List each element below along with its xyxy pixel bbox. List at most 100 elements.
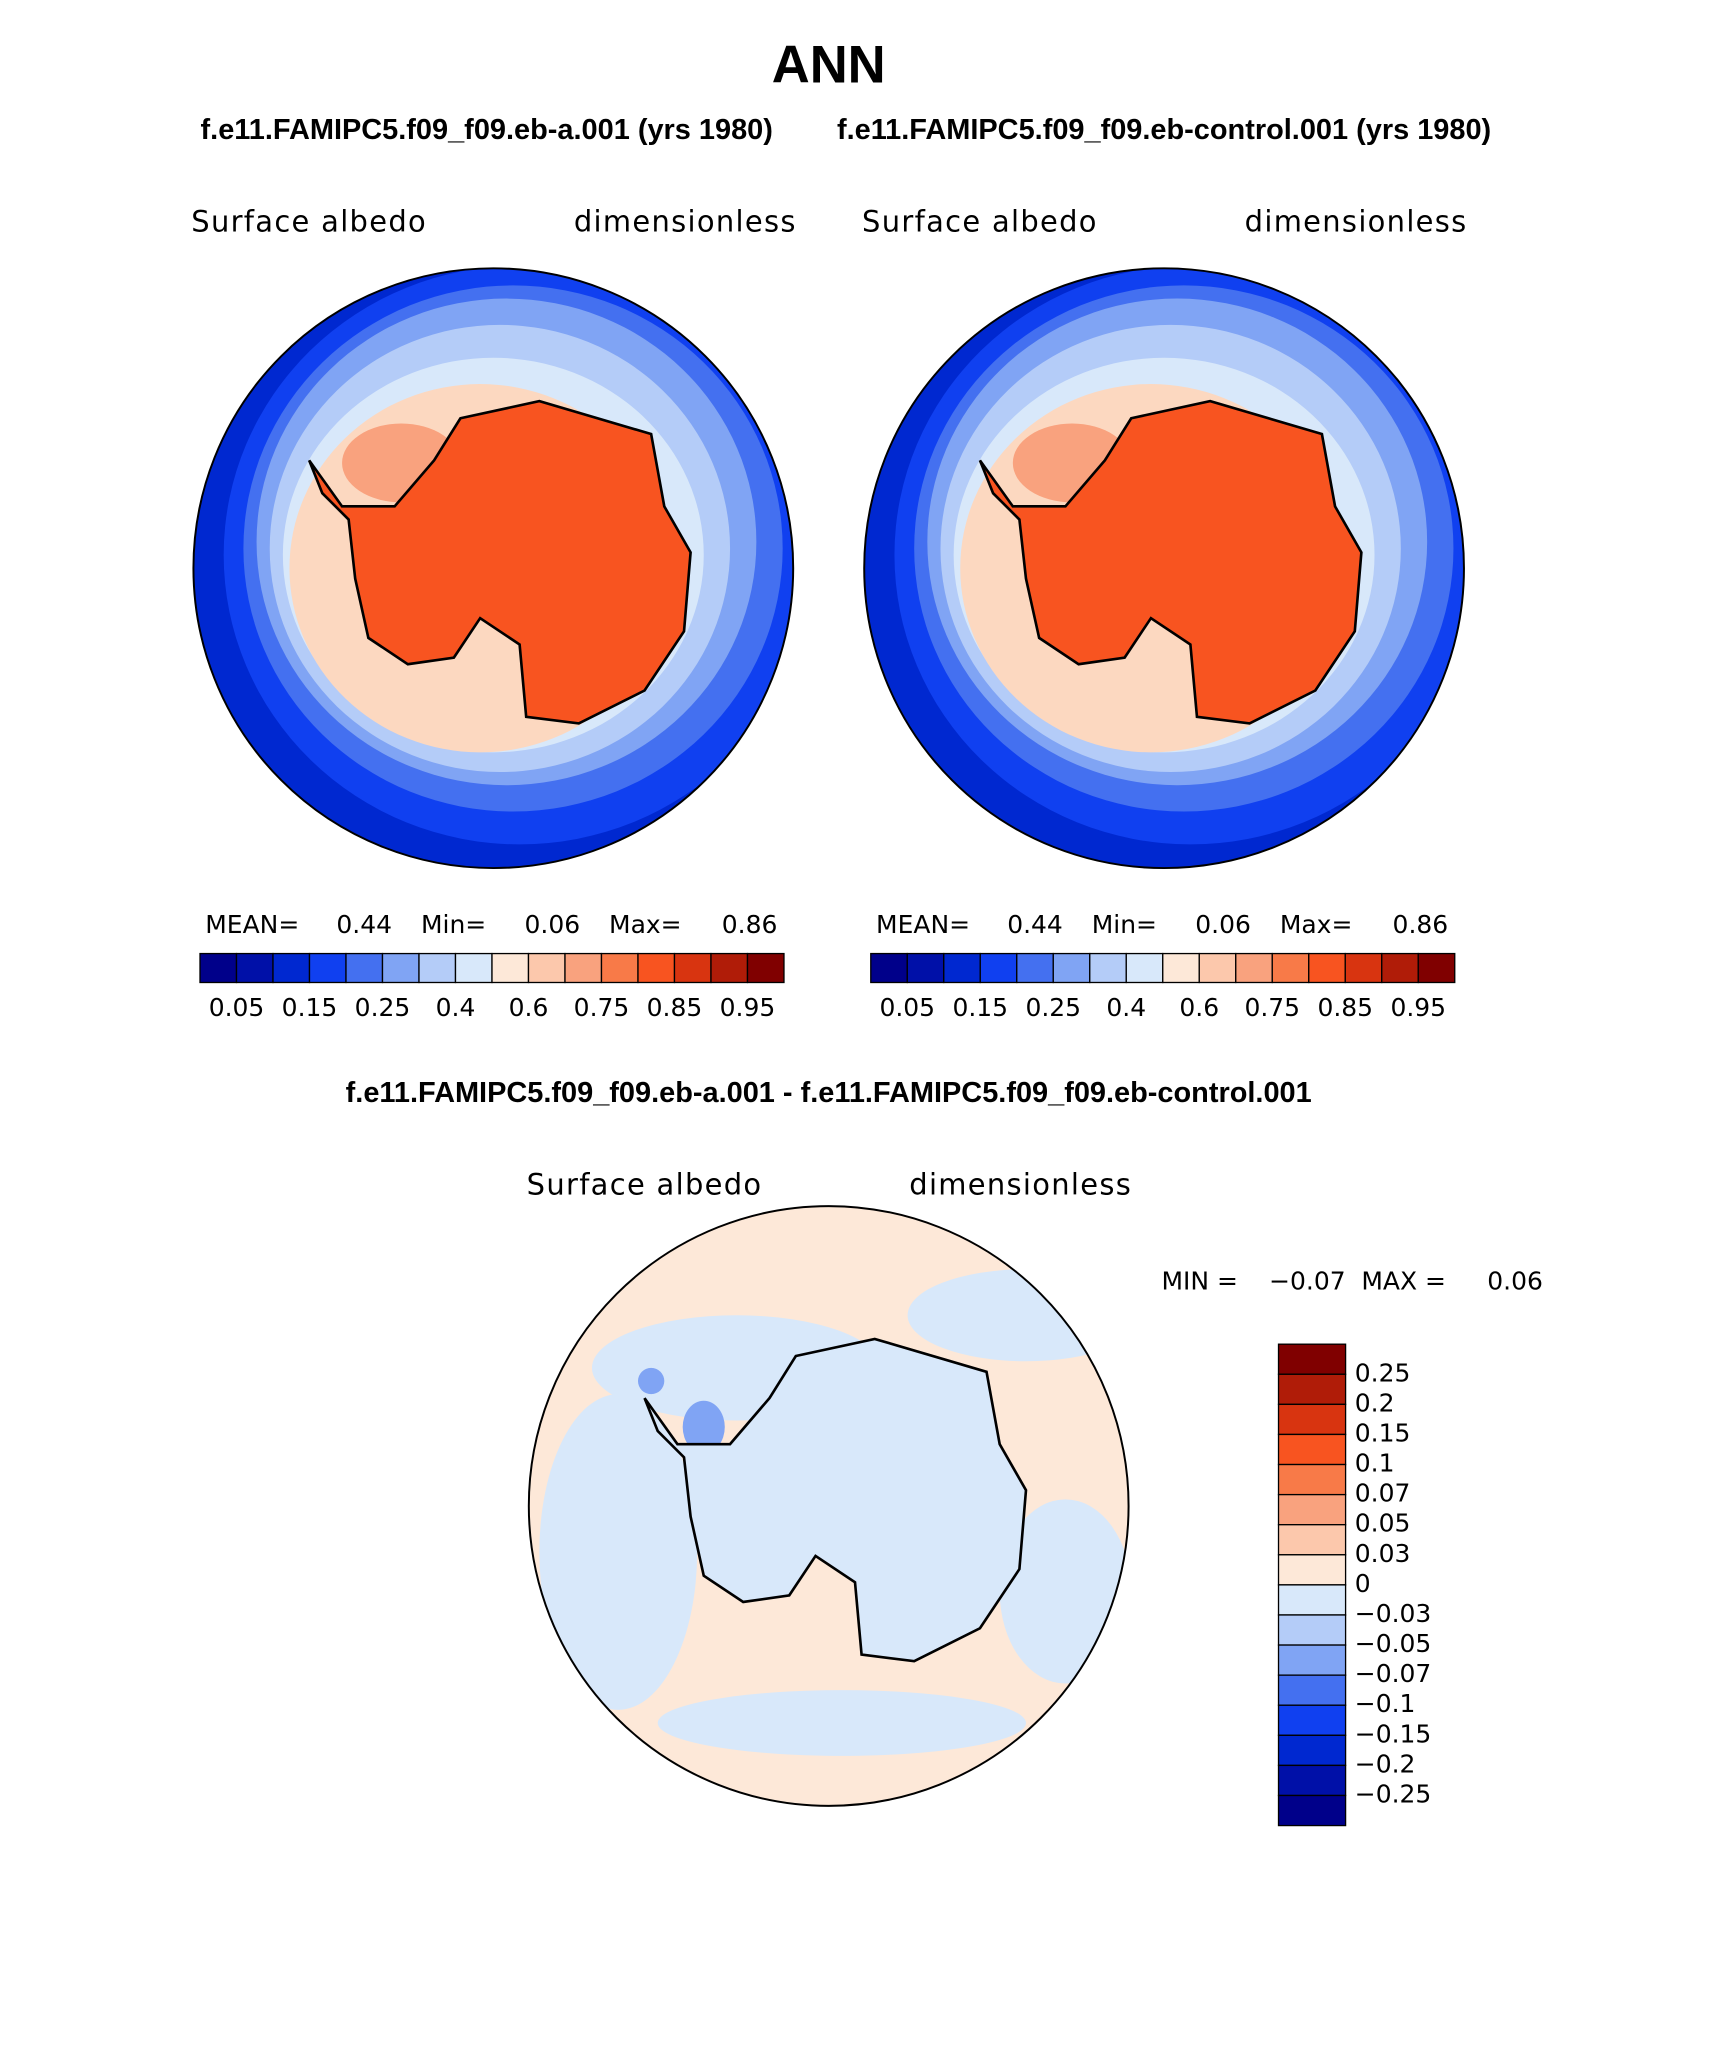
colorbar-swatch (272, 952, 311, 984)
colorbar-swatch (637, 952, 676, 984)
colorbar-swatch (1308, 952, 1346, 984)
stat-label: MIN = (1161, 1266, 1237, 1295)
colorbar-swatch (1277, 1343, 1347, 1375)
stat-label: Min= (421, 910, 486, 939)
colorbar-label: −0.1 (1355, 1689, 1416, 1718)
colorbar-label: 0.05 (209, 993, 265, 1022)
variable-label: Surface albedo (191, 205, 427, 239)
units-label: dimensionless (1245, 205, 1468, 239)
colorbar-swatch (600, 952, 639, 984)
colorbar-label: 0.05 (1355, 1509, 1411, 1538)
colorbar-label: −0.2 (1355, 1749, 1416, 1778)
colorbar-label: −0.03 (1355, 1599, 1432, 1628)
colorbar-swatch (454, 952, 493, 984)
colorbar-label: 0.4 (1106, 993, 1146, 1022)
colorbar-swatch (1381, 952, 1419, 984)
colorbar-swatch (1016, 952, 1054, 984)
colorbar-swatch (491, 952, 530, 984)
map-panel: f.e11.FAMIPC5.f09_f09.eb-a.001 - f.e11.F… (346, 1077, 1312, 1807)
colorbar-swatch (710, 952, 749, 984)
colorbar-swatch (1417, 952, 1456, 984)
stat-value: −0.07 (1269, 1266, 1346, 1295)
stat-value: 0.44 (1007, 910, 1063, 939)
colorbar-label: 0.1 (1355, 1449, 1395, 1478)
colorbar-swatch (1277, 1584, 1347, 1616)
stat-label: Max= (1280, 910, 1353, 939)
colorbar-label: 0 (1355, 1569, 1371, 1598)
colorbar-label: 0.95 (1390, 993, 1446, 1022)
colorbar-swatch (1271, 952, 1310, 984)
colorbar-swatch (381, 952, 420, 984)
stat-value: 0.44 (336, 910, 392, 939)
colorbar-swatch (1277, 1463, 1347, 1496)
colorbar-swatch (943, 952, 981, 984)
panel-title: f.e11.FAMIPC5.f09_f09.eb-control.001 (yr… (837, 114, 1491, 146)
colorbar-label: 0.95 (720, 993, 776, 1022)
colorbar-swatch (1344, 952, 1383, 984)
colorbar-label: −0.05 (1355, 1629, 1432, 1658)
colorbar-label: 0.85 (647, 993, 703, 1022)
stat-label: MEAN= (205, 910, 299, 939)
map-panel: f.e11.FAMIPC5.f09_f09.eb-control.001 (yr… (837, 114, 1491, 884)
colorbar-swatch (527, 952, 566, 984)
stat-value: 0.06 (1195, 910, 1251, 939)
colorbar-swatch (564, 952, 603, 984)
colorbar-swatch (199, 952, 238, 984)
colorbar-label: −0.07 (1355, 1659, 1432, 1688)
colorbar-label: 0.6 (509, 993, 549, 1022)
map (178, 253, 816, 884)
map-border (863, 267, 1465, 870)
colorbar-swatch (1277, 1493, 1347, 1526)
colorbar-swatch (1277, 1433, 1347, 1466)
stat-value: 0.86 (1393, 910, 1449, 939)
colorbar-swatch (1052, 952, 1091, 984)
colorbar-swatch (1277, 1674, 1347, 1706)
stat-label: MEAN= (876, 910, 970, 939)
stat-value: 0.86 (722, 910, 778, 939)
colorbar-swatch (1125, 952, 1164, 984)
colorbar-swatch (1277, 1794, 1347, 1827)
map-panel: f.e11.FAMIPC5.f09_f09.eb-a.001 (yrs 1980… (178, 114, 816, 884)
colorbar-label: −0.15 (1355, 1719, 1432, 1748)
variable-label: Surface albedo (527, 1167, 763, 1201)
units-label: dimensionless (909, 1167, 1132, 1201)
units-label: dimensionless (574, 205, 797, 239)
colorbar-swatch (345, 952, 384, 984)
figure-title: ANN (772, 35, 886, 94)
colorbar-swatch (1277, 1373, 1347, 1406)
colorbar-swatch (1089, 952, 1127, 984)
colorbar-swatch (1277, 1554, 1347, 1586)
colorbar-swatch (1277, 1644, 1347, 1676)
panel-title: f.e11.FAMIPC5.f09_f09.eb-a.001 - f.e11.F… (346, 1077, 1312, 1109)
colorbar-label: 0.05 (879, 993, 935, 1022)
colorbar-label: 0.25 (355, 993, 411, 1022)
colorbar-swatch (1277, 1403, 1347, 1436)
colorbar-label: 0.15 (282, 993, 338, 1022)
stat-value: 0.06 (1487, 1266, 1543, 1295)
stat-label: MAX = (1361, 1266, 1446, 1295)
colorbar-swatch (1235, 952, 1273, 984)
colorbar-swatch (235, 952, 274, 984)
colorbar-label: 0.2 (1355, 1388, 1395, 1417)
colorbar-label: 0.07 (1355, 1479, 1411, 1508)
colorbar-swatch (1277, 1764, 1347, 1797)
colorbar-swatch (1277, 1734, 1347, 1767)
colorbar-label: 0.03 (1355, 1539, 1411, 1568)
map-border (527, 1205, 1130, 1807)
colorbar-label: 0.25 (1025, 993, 1081, 1022)
colorbar-label: 0.15 (952, 993, 1008, 1022)
colorbar-label: 0.6 (1179, 993, 1219, 1022)
map (848, 253, 1486, 884)
colorbar-swatch (870, 952, 908, 984)
stat-label: Max= (609, 910, 682, 939)
stat-value: 0.06 (525, 910, 581, 939)
stat-label: Min= (1092, 910, 1157, 939)
panel-title: f.e11.FAMIPC5.f09_f09.eb-a.001 (yrs 1980… (201, 114, 773, 146)
colorbar-swatch (308, 952, 347, 984)
colorbar-swatch (1277, 1704, 1347, 1736)
colorbar-label: 0.75 (574, 993, 630, 1022)
colorbar-swatch (1277, 1614, 1347, 1646)
colorbar-label: 0.85 (1317, 993, 1373, 1022)
variable-label: Surface albedo (862, 205, 1098, 239)
colorbar-swatch (673, 952, 712, 984)
